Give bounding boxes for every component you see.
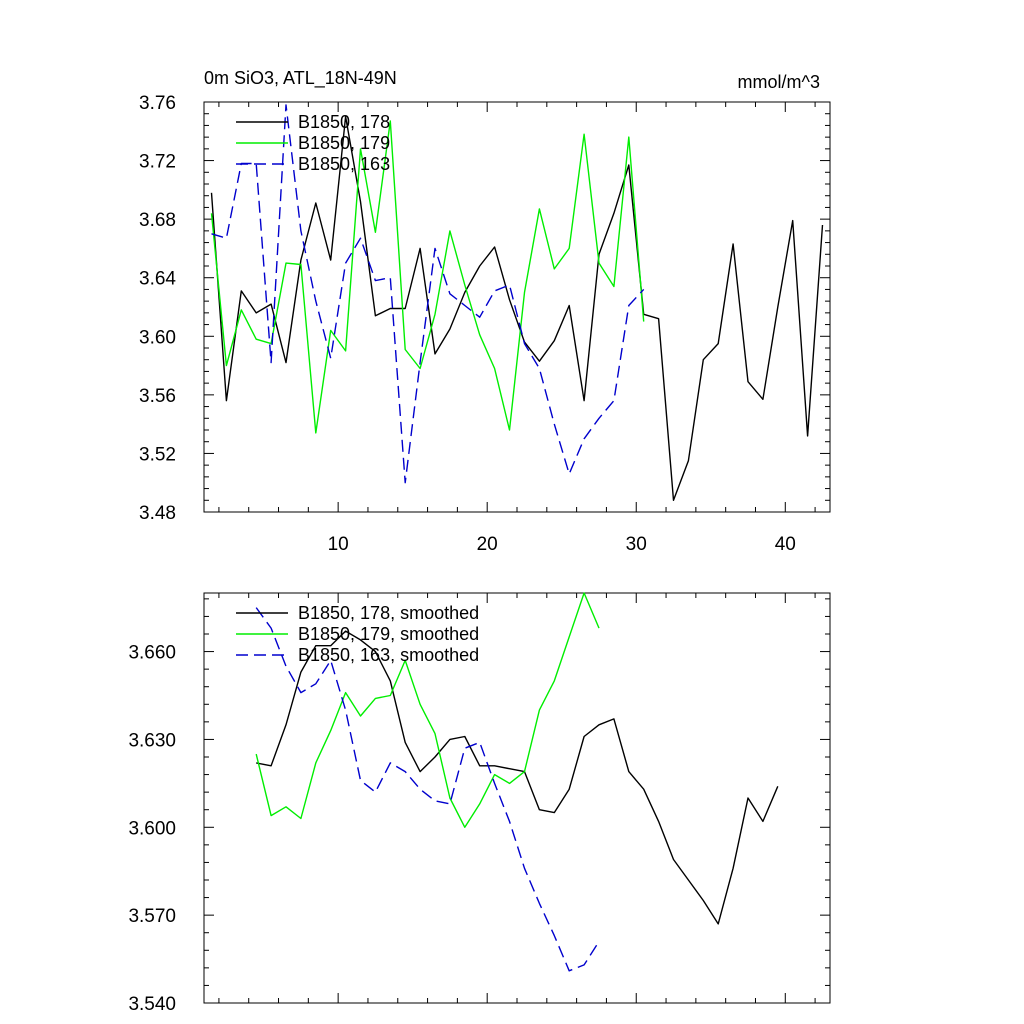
y-tick-label: 3.600 — [128, 818, 176, 839]
x-tick-label: 30 — [626, 534, 647, 555]
series-line-2 — [210, 120, 645, 434]
legend-label-2: B1850, 179 — [298, 133, 390, 153]
y-tick-label: 3.56 — [139, 386, 176, 407]
legend-label-3: B1850, 163, smoothed — [298, 645, 479, 665]
y-tick-label: 3.540 — [128, 994, 176, 1015]
y-tick-label: 3.570 — [128, 906, 176, 927]
series-line-3 — [211, 104, 645, 484]
series-line-3 — [255, 607, 600, 972]
y-tick-label: 3.630 — [128, 730, 176, 751]
legend-label-1: B1850, 178, smoothed — [298, 603, 479, 623]
legend-label-1: B1850, 178 — [298, 112, 390, 132]
y-tick-label: 3.68 — [139, 210, 176, 231]
series-line-1 — [210, 115, 824, 501]
y-tick-label: 3.660 — [128, 643, 176, 664]
x-tick-label: 40 — [775, 534, 796, 555]
y-tick-label: 3.60 — [139, 327, 176, 348]
series-line-2 — [255, 592, 600, 828]
x-tick-label: 20 — [477, 534, 498, 555]
y-tick-label: 3.76 — [139, 93, 176, 114]
y-tick-label: 3.52 — [139, 444, 176, 465]
x-tick-label: 10 — [328, 534, 349, 555]
y-tick-label: 3.72 — [139, 152, 176, 173]
top-line-chart-panel: 0m SiO3, ATL_18N-49N mmol/m^3 10 20 30 40 3.… — [139, 68, 831, 555]
chart-title: 0m SiO3, ATL_18N-49N — [204, 68, 397, 89]
chart-units-label: mmol/m^3 — [738, 72, 820, 92]
y-tick-label: 3.64 — [139, 269, 176, 290]
legend-label-2: B1850, 179, smoothed — [298, 624, 479, 644]
series-line-1 — [256, 630, 779, 925]
bottom-line-chart-panel: 3.540 3.570 3.600 3.630 3.660 B1850, 178, smo… — [128, 592, 831, 1015]
legend-label-3: B1850, 163 — [298, 154, 390, 174]
y-tick-label: 3.48 — [139, 503, 176, 524]
